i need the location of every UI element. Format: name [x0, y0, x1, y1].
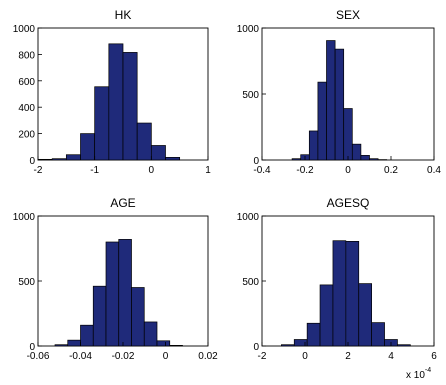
sex-bar-2 — [308, 130, 319, 161]
agesq-x-tick-label-2: 2 — [345, 351, 351, 362]
agesq-y-tick-label-0: 0 — [253, 342, 259, 353]
agesq-exponent-power: -4 — [425, 367, 431, 374]
age-bar-2 — [80, 324, 94, 347]
age-histogram-panel: AGE -0.06 -0.04 -0.02 0 0.02 0 500 1000 — [13, 196, 218, 362]
age-bar-5 — [118, 239, 132, 347]
agesq-y-tick-label-2: 1000 — [237, 212, 260, 223]
age-x-tick-label-4: 0.02 — [198, 351, 218, 362]
hk-bar-6 — [122, 52, 138, 161]
chart-title-sex: SEX — [336, 8, 360, 22]
sex-bar-6 — [343, 108, 353, 161]
agesq-x-tick-label-4: 6 — [431, 351, 437, 362]
age-y-tick-label-0: 0 — [29, 342, 35, 353]
hk-bar-4 — [94, 86, 110, 161]
age-x-tick-label-0: -0.06 — [27, 351, 50, 362]
age-bar-7 — [143, 321, 158, 347]
sex-y-tick-label-1: 500 — [242, 90, 259, 101]
hk-bar-1 — [51, 158, 67, 161]
age-bar-1 — [67, 339, 81, 347]
agesq-bar-3 — [319, 284, 334, 347]
agesq-bar-9 — [397, 344, 411, 347]
age-bar-8 — [156, 340, 171, 347]
age-bar-6 — [131, 287, 145, 347]
hk-x-tick-label-1: -1 — [90, 165, 99, 176]
hk-bar-9 — [165, 157, 181, 161]
hk-x-tick-label-2: 0 — [149, 165, 155, 176]
agesq-bar-6 — [358, 283, 372, 347]
sex-bar-3 — [317, 81, 327, 161]
sex-bar-8 — [360, 155, 370, 161]
agesq-x-tick-label-3: 4 — [388, 351, 394, 362]
sex-x-tick-label-3: 0.2 — [384, 165, 398, 176]
agesq-bar-7 — [371, 322, 385, 347]
agesq-bar-4 — [332, 240, 347, 347]
chart-title-age: AGE — [110, 196, 135, 210]
hk-y-tick-label-2: 400 — [18, 103, 35, 114]
agesq-x-tick-label-1: 0 — [302, 351, 308, 362]
age-y-tick-label-1: 500 — [18, 277, 35, 288]
sex-bar-4 — [326, 40, 336, 161]
agesq-y-tick-label-1: 500 — [242, 277, 259, 288]
sex-y-tick-label-0: 0 — [253, 156, 259, 167]
age-x-tick-label-2: -0.02 — [112, 351, 135, 362]
sex-bar-5 — [334, 48, 345, 161]
age-bar-3 — [92, 285, 107, 347]
hk-y-tick-label-3: 600 — [18, 77, 35, 88]
agesq-bar-2 — [306, 322, 321, 347]
age-x-tick-label-3: 0 — [163, 351, 169, 362]
hk-y-tick-label-0: 0 — [29, 156, 35, 167]
sex-bar-0 — [291, 158, 302, 161]
chart-title-agesq: AGESQ — [327, 196, 370, 210]
sex-bar-9 — [369, 158, 379, 161]
hk-bar-3 — [80, 133, 96, 161]
sex-x-tick-label-1: -0.2 — [296, 165, 314, 176]
hk-bar-2 — [65, 154, 81, 161]
hk-x-tick-label-0: -2 — [34, 165, 43, 176]
hk-y-tick-label-5: 1000 — [13, 24, 36, 35]
sex-x-tick-label-4: 0.4 — [427, 165, 441, 176]
agesq-bar-0 — [281, 344, 295, 347]
sex-x-tick-label-0: -0.4 — [253, 165, 271, 176]
sex-bar-7 — [351, 143, 362, 161]
sex-x-tick-label-2: 0 — [345, 165, 351, 176]
sex-histogram-panel: SEX -0.4 -0.2 0 0.2 0.4 0 500 1000 — [237, 8, 442, 176]
age-bar-4 — [105, 241, 120, 347]
hk-histogram-panel: HK -2 -1 0 1 0 200 400 600 800 1000 — [13, 8, 211, 176]
agesq-x-tick-label-0: -2 — [258, 351, 267, 362]
hk-bar-8 — [150, 145, 166, 161]
age-x-tick-label-1: -0.04 — [69, 351, 92, 362]
hk-y-tick-label-4: 800 — [18, 50, 35, 61]
agesq-exponent-label: x 10-4 — [406, 367, 431, 381]
agesq-bar-5 — [345, 241, 360, 347]
age-y-tick-label-2: 1000 — [13, 212, 36, 223]
hk-bar-7 — [136, 122, 152, 161]
agesq-exponent-base: x 10 — [406, 370, 425, 381]
hk-bar-5 — [108, 43, 124, 161]
hk-y-tick-label-1: 200 — [18, 130, 35, 141]
hk-x-tick-label-3: 1 — [205, 165, 211, 176]
age-bar-0 — [54, 344, 69, 347]
sex-y-tick-label-2: 1000 — [237, 24, 260, 35]
chart-title-hk: HK — [115, 8, 132, 22]
age-bar-9 — [169, 345, 183, 347]
